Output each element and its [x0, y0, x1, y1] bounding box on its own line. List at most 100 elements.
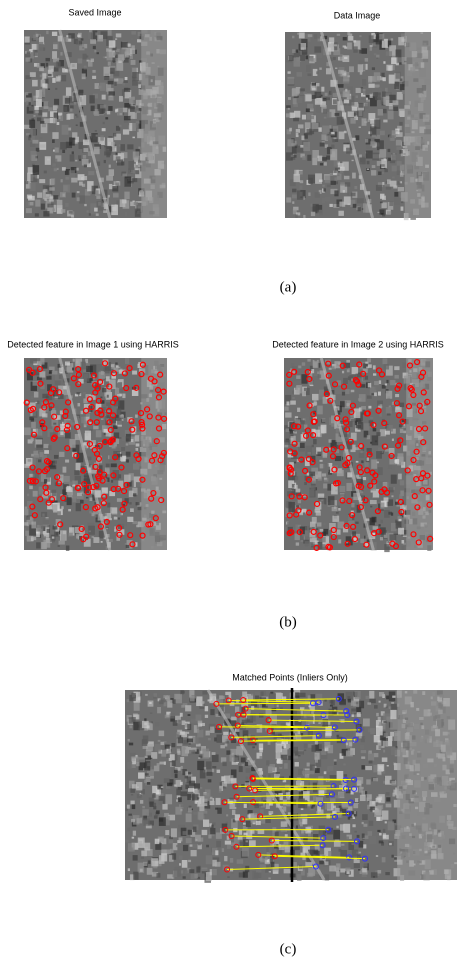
- texture: [385, 821, 387, 823]
- texture: [135, 415, 138, 418]
- texture: [286, 722, 290, 725]
- texture: [115, 182, 119, 185]
- texture: [86, 497, 88, 499]
- texture: [265, 819, 270, 823]
- texture: [118, 54, 124, 61]
- texture: [382, 757, 388, 761]
- texture: [25, 531, 29, 536]
- texture: [187, 738, 193, 742]
- texture: [381, 164, 385, 167]
- texture: [78, 403, 81, 406]
- texture: [77, 191, 80, 193]
- texture: [351, 843, 354, 845]
- texture: [400, 173, 404, 177]
- texture: [295, 762, 299, 767]
- texture: [135, 448, 138, 451]
- texture: [304, 526, 307, 530]
- texture: [305, 94, 312, 102]
- texture: [161, 786, 163, 788]
- texture: [181, 804, 184, 807]
- texture: [288, 71, 291, 73]
- texture: [310, 765, 315, 771]
- texture: [344, 57, 347, 59]
- texture: [29, 102, 31, 105]
- texture: [87, 81, 90, 83]
- texture: [118, 425, 121, 427]
- texture: [276, 742, 282, 752]
- texture: [325, 861, 329, 865]
- texture: [29, 106, 34, 110]
- texture: [65, 203, 68, 207]
- texture: [114, 79, 118, 82]
- texture: [88, 191, 91, 194]
- texture: [358, 64, 363, 72]
- texture: [386, 696, 389, 700]
- texture: [394, 375, 398, 379]
- texture: [259, 704, 262, 708]
- texture: [367, 702, 371, 704]
- texture: [333, 57, 336, 60]
- texture: [386, 51, 392, 56]
- texture: [121, 437, 125, 441]
- texture: [230, 755, 235, 762]
- texture: [142, 806, 145, 808]
- texture: [131, 794, 133, 796]
- texture: [65, 361, 70, 365]
- texture: [44, 479, 47, 483]
- texture: [335, 113, 340, 116]
- texture: [212, 869, 217, 876]
- texture: [208, 738, 211, 740]
- texture: [48, 107, 53, 111]
- texture: [400, 84, 404, 90]
- texture: [359, 50, 363, 54]
- texture: [352, 824, 355, 827]
- texture: [353, 803, 358, 808]
- texture: [359, 852, 361, 854]
- texture: [377, 870, 381, 873]
- texture: [126, 808, 128, 810]
- texture: [376, 451, 382, 459]
- texture: [355, 447, 359, 450]
- texture: [370, 728, 375, 734]
- texture: [396, 49, 402, 57]
- texture: [203, 820, 209, 827]
- texture: [36, 525, 43, 531]
- texture: [339, 812, 343, 818]
- texture: [142, 809, 149, 815]
- texture: [341, 120, 345, 124]
- texture: [313, 204, 319, 212]
- texture: [244, 735, 247, 739]
- texture: [305, 458, 310, 466]
- texture: [35, 110, 39, 113]
- texture: [49, 187, 54, 190]
- texture: [136, 782, 142, 790]
- texture: [301, 135, 304, 140]
- texture: [36, 439, 43, 444]
- texture: [52, 536, 54, 538]
- texture: [370, 500, 377, 504]
- texture: [302, 362, 305, 365]
- texture: [76, 361, 78, 364]
- texture: [402, 546, 405, 550]
- texture: [91, 470, 97, 474]
- texture: [394, 196, 400, 205]
- texture: [368, 383, 371, 388]
- texture: [65, 177, 69, 180]
- texture: [212, 754, 219, 762]
- texture: [312, 83, 316, 86]
- texture: [175, 774, 178, 778]
- texture: [344, 170, 350, 176]
- texture: [361, 98, 364, 100]
- texture: [294, 462, 296, 464]
- satellite-image: [285, 32, 431, 220]
- texture: [374, 72, 380, 81]
- texture: [277, 705, 279, 708]
- texture: [42, 394, 48, 398]
- texture: [312, 517, 317, 524]
- texture: [290, 401, 296, 405]
- texture: [190, 696, 195, 702]
- texture: [130, 753, 135, 757]
- texture: [351, 193, 356, 197]
- texture: [72, 151, 74, 154]
- texture: [217, 770, 221, 773]
